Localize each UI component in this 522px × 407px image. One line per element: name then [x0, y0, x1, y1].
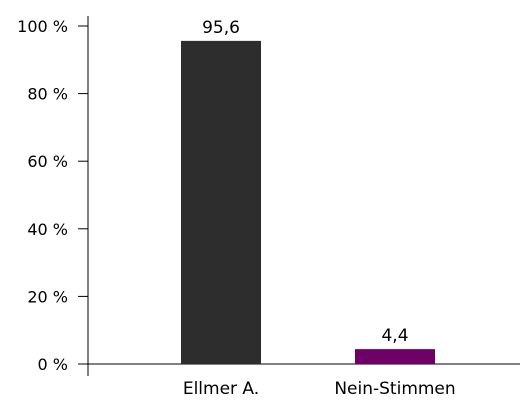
- y-tick-label: 100 %: [17, 17, 68, 36]
- bar: [355, 349, 435, 364]
- y-axis-ticks: 0 % 20 % 40 % 60 % 80 % 100 %: [17, 17, 88, 374]
- x-category-label: Nein-Stimmen: [334, 379, 455, 399]
- y-tick-label: 40 %: [27, 220, 68, 239]
- y-tick-label: 80 %: [27, 85, 68, 104]
- bar: [181, 40, 261, 364]
- bar-value-label: 4,4: [381, 326, 408, 346]
- data-labels: 95,6 4,4: [202, 18, 408, 346]
- x-axis-labels: Ellmer A. Nein-Stimmen: [183, 379, 456, 399]
- y-tick-label: 60 %: [27, 152, 68, 171]
- axes: [78, 16, 520, 376]
- bar-value-label: 95,6: [202, 18, 240, 38]
- y-tick-label: 0 %: [38, 355, 68, 374]
- y-tick-label: 20 %: [27, 287, 68, 306]
- bars: [181, 40, 435, 364]
- x-category-label: Ellmer A.: [183, 379, 259, 399]
